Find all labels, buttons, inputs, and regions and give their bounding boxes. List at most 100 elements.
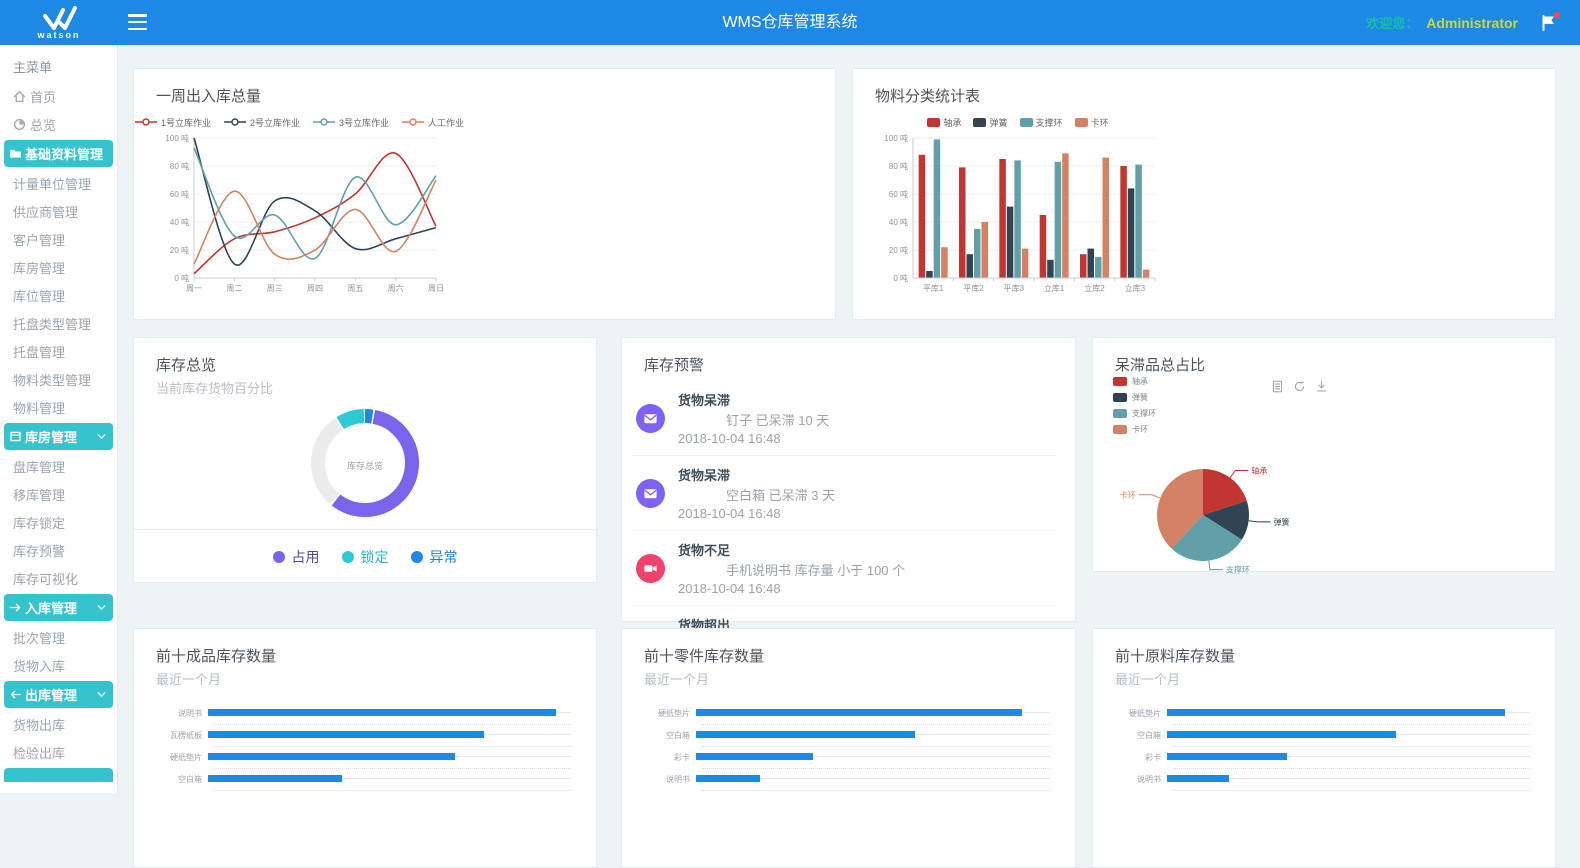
sidebar-item-19[interactable]: 批次管理: [0, 623, 117, 651]
sidebar-item-5[interactable]: 客户管理: [0, 225, 117, 253]
sidebar-item-22[interactable]: 货物出库: [0, 710, 117, 738]
sidebar-item-16[interactable]: 库存预警: [0, 536, 117, 564]
sidebar-item-12[interactable]: 库房管理: [4, 423, 113, 450]
bar-平库2-支撑环[interactable]: [974, 229, 981, 278]
alert-message: 钉子 已呆滞 10 天: [678, 410, 829, 429]
sidebar-item-17[interactable]: 库存可视化: [0, 564, 117, 592]
hbar-bar-空白箱[interactable]: [696, 731, 915, 738]
panel-top-parts: 前十零件库存数量 最近一个月 硬纸垫片空白箱彩卡说明书: [621, 628, 1076, 868]
legend-item[interactable]: 弹簧: [973, 116, 1007, 129]
sidebar-item-15[interactable]: 库存锁定: [0, 508, 117, 536]
sidebar-item-23[interactable]: 检验出库: [0, 738, 117, 766]
sidebar-item-4[interactable]: 供应商管理: [0, 197, 117, 225]
sidebar-item-1[interactable]: 总览: [0, 110, 117, 138]
bar-平库1-弹簧[interactable]: [926, 271, 933, 278]
hbar-bar-说明书[interactable]: [208, 709, 556, 716]
sidebar-item-10[interactable]: 物料类型管理: [0, 365, 117, 393]
hbar-bar-硬纸垫片[interactable]: [696, 709, 1022, 716]
legend-item-支撑环[interactable]: 支撑环: [1113, 408, 1156, 419]
data-view-icon[interactable]: [1271, 380, 1284, 393]
sidebar-item-21[interactable]: 出库管理: [4, 681, 113, 708]
sidebar-item-0[interactable]: 首页: [0, 82, 117, 110]
bar-立库3-卡环[interactable]: [1143, 270, 1150, 278]
hbar-bar-硬纸垫片[interactable]: [1167, 709, 1505, 716]
legend-item[interactable]: 人工作业: [401, 116, 464, 129]
bar-平库1-轴承[interactable]: [919, 155, 926, 278]
legend-item-锁定[interactable]: 锁定: [342, 547, 389, 567]
bar-立库3-支撑环[interactable]: [1135, 165, 1142, 278]
sidebar-item-8[interactable]: 托盘类型管理: [0, 309, 117, 337]
sidebar-item-3[interactable]: 计量单位管理: [0, 169, 117, 197]
legend-item-占用[interactable]: 占用: [273, 547, 320, 567]
hbar-bar-硬纸垫片[interactable]: [208, 753, 455, 760]
svg-text:80 吨: 80 吨: [170, 161, 189, 171]
sidebar-item-14[interactable]: 移库管理: [0, 480, 117, 508]
sidebar-item-13[interactable]: 盘库管理: [0, 452, 117, 480]
restore-icon[interactable]: [1293, 380, 1306, 393]
sidebar-item-label: 物料类型管理: [13, 370, 91, 389]
mail-icon: [643, 411, 658, 426]
hbar-row-硬纸垫片: 硬纸垫片: [156, 746, 571, 768]
hbar-bar-彩卡[interactable]: [696, 753, 813, 760]
bar-立库3-弹簧[interactable]: [1128, 188, 1135, 278]
sidebar-item-18[interactable]: 入库管理: [4, 594, 113, 621]
bar-立库2-弹簧[interactable]: [1088, 249, 1095, 278]
bar-平库3-轴承[interactable]: [999, 159, 1006, 278]
sidebar-item-9[interactable]: 托盘管理: [0, 337, 117, 365]
legend-item-弹簧[interactable]: 弹簧: [1113, 392, 1156, 403]
sidebar-group-partial[interactable]: [4, 768, 113, 782]
svg-text:0 吨: 0 吨: [174, 273, 189, 283]
hbar-bar-瓦楞纸板[interactable]: [208, 731, 484, 738]
legend-item[interactable]: 支撑环: [1020, 116, 1063, 129]
bar-平库2-卡环[interactable]: [982, 222, 989, 278]
bar-立库2-轴承[interactable]: [1080, 254, 1087, 278]
panel-inventory-overview: 库存总览 当前库存货物百分比 库存总览 占用锁定异常: [133, 337, 597, 583]
bar-平库3-弹簧[interactable]: [1007, 207, 1014, 278]
hbar-bar-彩卡[interactable]: [1167, 753, 1287, 760]
bar-平库1-卡环[interactable]: [941, 247, 948, 278]
line-series-3号立库作业[interactable]: [194, 148, 436, 259]
hbar-bar-说明书[interactable]: [696, 775, 760, 782]
sidebar-item-label: 入库管理: [25, 598, 77, 617]
legend-item[interactable]: 轴承: [927, 116, 961, 129]
legend-item[interactable]: 3号立库作业: [312, 116, 389, 129]
svg-text:100 吨: 100 吨: [165, 133, 189, 143]
panel-stagnant-ratio: 呆滞品总占比 轴承弹簧支撑环卡环 轴承弹簧支撑环卡环: [1092, 337, 1556, 572]
bar-立库2-支撑环[interactable]: [1095, 257, 1102, 278]
sidebar-item-label: 基础资料管理: [25, 144, 103, 163]
hbar-bar-空白箱[interactable]: [1167, 731, 1396, 738]
bar-平库3-支撑环[interactable]: [1014, 160, 1021, 278]
bar-平库3-卡环[interactable]: [1022, 249, 1029, 278]
bar-立库3-轴承[interactable]: [1120, 166, 1126, 278]
bar-立库2-卡环[interactable]: [1103, 158, 1110, 278]
hbar-bar-空白箱[interactable]: [208, 775, 342, 782]
sidebar-item-2[interactable]: 基础资料管理: [4, 140, 113, 167]
sidebar-item-7[interactable]: 库位管理: [0, 281, 117, 309]
bar-立库1-弹簧[interactable]: [1047, 260, 1054, 278]
legend-item-异常[interactable]: 异常: [411, 547, 458, 567]
legend-item[interactable]: 2号立库作业: [223, 116, 300, 129]
download-icon[interactable]: [1315, 380, 1328, 393]
legend-item[interactable]: 1号立库作业: [134, 116, 211, 129]
sidebar-item-11[interactable]: 物料管理: [0, 393, 117, 421]
legend-item-轴承[interactable]: 轴承: [1113, 376, 1156, 387]
bar-平库2-弹簧[interactable]: [967, 254, 974, 278]
current-username[interactable]: Administrator: [1426, 15, 1518, 31]
bar-平库2-轴承[interactable]: [959, 167, 966, 278]
line-series-1号立库作业[interactable]: [194, 153, 436, 274]
bar-平库1-支撑环[interactable]: [934, 139, 941, 278]
bar-立库1-轴承[interactable]: [1040, 215, 1047, 278]
hbar-bar-说明书[interactable]: [1167, 775, 1229, 782]
legend-item-卡环[interactable]: 卡环: [1113, 424, 1156, 435]
bar-立库1-卡环[interactable]: [1062, 153, 1069, 278]
divider: [134, 529, 596, 530]
sidebar-item-20[interactable]: 货物入库: [0, 651, 117, 679]
legend-item[interactable]: 卡环: [1075, 116, 1109, 129]
bar-立库1-支撑环[interactable]: [1055, 162, 1062, 278]
notification-flag-icon[interactable]: [1540, 14, 1558, 32]
pie-legend: 轴承弹簧支撑环卡环: [1113, 376, 1156, 440]
sidebar-item-6[interactable]: 库房管理: [0, 253, 117, 281]
